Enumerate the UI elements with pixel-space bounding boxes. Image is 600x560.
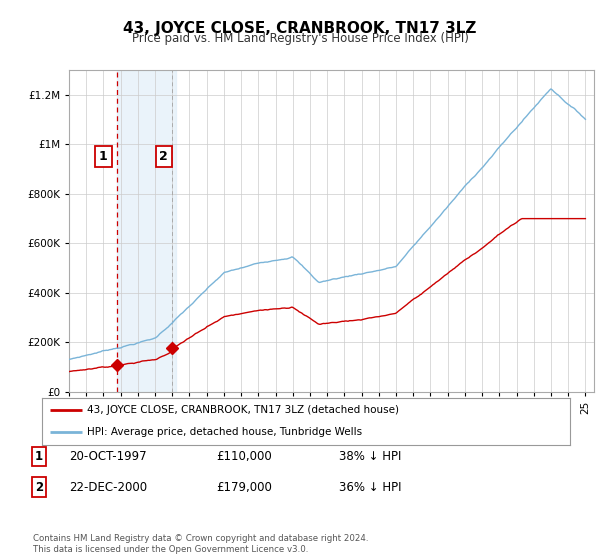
Text: Contains HM Land Registry data © Crown copyright and database right 2024.
This d: Contains HM Land Registry data © Crown c…	[33, 534, 368, 554]
Text: 36% ↓ HPI: 36% ↓ HPI	[339, 480, 401, 494]
Text: Price paid vs. HM Land Registry's House Price Index (HPI): Price paid vs. HM Land Registry's House …	[131, 32, 469, 45]
Text: 43, JOYCE CLOSE, CRANBROOK, TN17 3LZ (detached house): 43, JOYCE CLOSE, CRANBROOK, TN17 3LZ (de…	[87, 405, 399, 416]
Text: 38% ↓ HPI: 38% ↓ HPI	[339, 450, 401, 463]
Text: 1: 1	[99, 150, 108, 163]
Text: 22-DEC-2000: 22-DEC-2000	[69, 480, 147, 494]
Bar	[117, 70, 176, 392]
Text: 1: 1	[35, 450, 43, 463]
Text: 20-OCT-1997: 20-OCT-1997	[69, 450, 146, 463]
Text: 43, JOYCE CLOSE, CRANBROOK, TN17 3LZ: 43, JOYCE CLOSE, CRANBROOK, TN17 3LZ	[124, 21, 476, 36]
Text: £179,000: £179,000	[216, 480, 272, 494]
Text: £110,000: £110,000	[216, 450, 272, 463]
Text: 2: 2	[35, 480, 43, 494]
Text: HPI: Average price, detached house, Tunbridge Wells: HPI: Average price, detached house, Tunb…	[87, 427, 362, 437]
Text: 2: 2	[159, 150, 168, 163]
